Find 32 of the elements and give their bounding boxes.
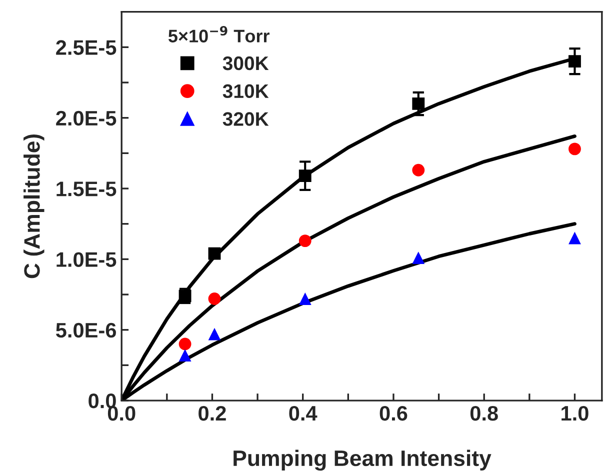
legend-label: 300K	[222, 56, 269, 70]
legend-label: 310K	[222, 84, 269, 98]
legend-label: 320K	[222, 112, 269, 126]
x-tick-label: 0.0	[108, 406, 136, 421]
point	[412, 252, 425, 264]
point	[298, 292, 312, 305]
y-tick-label: 2.5E-5	[56, 40, 116, 55]
point	[208, 292, 221, 305]
point	[568, 55, 581, 68]
x-axis-title: Pumping Beam Intensity	[234, 450, 492, 471]
y-tick-label: 1.5E-5	[56, 182, 116, 196]
point	[568, 232, 581, 244]
y-axis-title: C (Amplitude)	[24, 134, 44, 278]
y-tick-label: 5.0E-6	[56, 322, 116, 338]
y-tick-label: 1.0E-5	[56, 252, 116, 267]
x-tick-label: 1.0	[562, 406, 588, 421]
y-tick-label: 2.0E-5	[56, 110, 116, 126]
x-tick-label: 0.6	[380, 406, 408, 421]
y-tick-label: 0.0	[88, 394, 116, 408]
point	[298, 234, 312, 248]
point	[298, 170, 312, 182]
x-tick-label: 0.8	[470, 406, 498, 421]
x-tick-label: 0.4	[289, 406, 318, 421]
point	[208, 247, 221, 260]
point	[412, 164, 425, 176]
point	[412, 98, 425, 110]
x-tick-label: 0.2	[198, 406, 226, 421]
point	[568, 142, 581, 156]
point	[208, 328, 221, 340]
point	[178, 349, 192, 362]
legend-title: 5×10$^{−9}$ Torr	[168, 26, 270, 42]
point	[178, 338, 192, 350]
